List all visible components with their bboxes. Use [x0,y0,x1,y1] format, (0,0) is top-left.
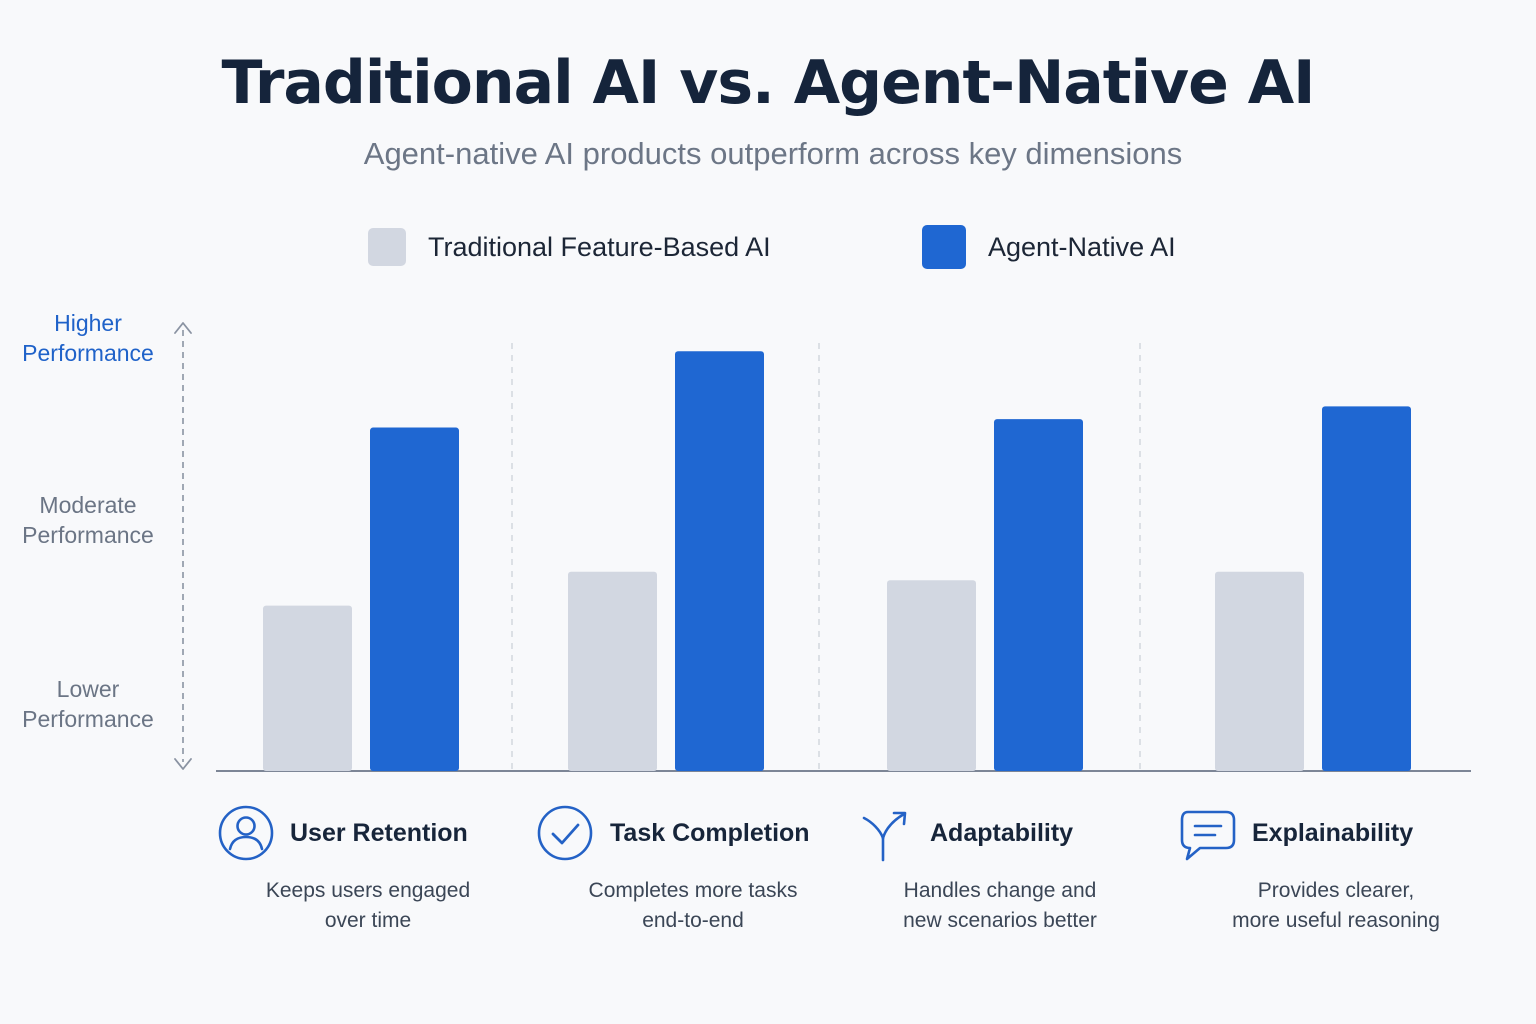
category-description-line: Handles change and [903,879,1097,902]
category-description-line: over time [324,909,412,932]
bar-traditional [263,605,352,771]
category-user-retention: User Retention Keeps users engaged over … [216,800,556,970]
bar-traditional [568,571,657,771]
y-tick-label-lower: Lower Performance [0,674,176,734]
legend-swatch-traditional [368,228,406,266]
category-description: Keeps users engaged over time [218,876,518,936]
bar-traditional [887,580,976,771]
bar-agent-native [1322,406,1411,771]
check-circle-icon [537,805,593,861]
category-description-line: new scenarios better [903,909,1097,932]
category-header: Adaptability [856,804,1073,862]
category-title: Explainability [1252,818,1414,847]
category-description: Provides clearer, more useful reasoning [1186,876,1486,936]
legend-label-traditional: Traditional Feature-Based AI [428,231,771,262]
y-tick-line: Performance [22,706,154,732]
y-axis-arrow-up [174,322,192,334]
category-description-line: Completes more tasks [588,879,798,902]
category-header: User Retention [216,804,468,862]
category-description-line: end-to-end [642,909,744,932]
y-axis-arrow-down [174,758,192,770]
category-description-line: Keeps users engaged [265,879,471,902]
category-header: Explainability [1178,804,1413,862]
chart-subtitle: Agent-native AI products outperform acro… [363,136,1183,171]
legend-item-traditional: Traditional Feature-Based AI [368,226,771,268]
category-task-completion: Task Completion Completes more tasks end… [536,800,876,970]
bar-agent-native [994,419,1083,771]
legend-swatch-agent-native [922,225,966,269]
chat-bubble-icon [1180,810,1236,861]
category-explainability: Explainability Provides clearer, more us… [1178,800,1518,970]
y-tick-line: Performance [22,340,154,366]
chart-title: Traditional AI vs. Agent-Native AI [221,48,1316,118]
category-title: Task Completion [610,818,810,847]
y-tick-line: Higher [54,310,122,336]
user-icon [218,805,274,861]
category-title: User Retention [290,818,468,847]
category-description-line: Provides clearer, [1257,879,1415,902]
branch-arrows-icon [862,811,907,862]
bar-agent-native [370,427,459,771]
bar-traditional [1215,571,1304,771]
category-description: Handles change and new scenarios better [850,876,1150,936]
bar-agent-native [675,351,764,771]
y-tick-line: Performance [22,522,154,548]
bars-layer [263,351,1411,771]
category-description: Completes more tasks end-to-end [543,876,843,936]
category-adaptability: Adaptability Handles change and new scen… [856,800,1196,970]
y-tick-label-moderate: Moderate Performance [0,490,176,550]
category-description-line: more useful reasoning [1232,909,1440,932]
category-header: Task Completion [536,804,810,862]
category-title: Adaptability [930,818,1074,847]
legend-item-agent-native: Agent-Native AI [922,225,1176,269]
legend-label-agent-native: Agent-Native AI [988,231,1176,262]
y-tick-line: Moderate [39,492,137,518]
y-tick-line: Lower [56,676,120,702]
y-tick-label-higher: Higher Performance [0,308,176,368]
